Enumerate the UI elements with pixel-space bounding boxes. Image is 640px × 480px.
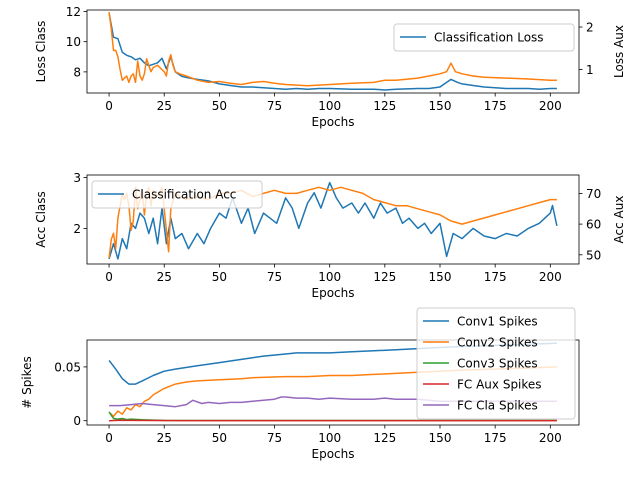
legend-label-conv2-spikes: Conv2 Spikes — [457, 336, 538, 350]
chart-panel-3: 0 25 50 75 100 125 150 175 200 Epochs 0 0.05 # Spike… — [20, 307, 580, 461]
y-tick-label: 12 — [66, 5, 81, 19]
y-right-axis-label: Loss Aux — [612, 25, 626, 78]
legend-box — [91, 180, 263, 209]
x-tick-label: 125 — [373, 431, 396, 445]
x-tick-label: 75 — [267, 431, 282, 445]
x-tick-label: 200 — [539, 270, 562, 284]
x-tick-label: 175 — [484, 99, 507, 113]
y-right-tick-label: 1 — [586, 63, 594, 77]
x-tick-label: 100 — [318, 99, 341, 113]
x-tick-label: 50 — [212, 99, 227, 113]
x-tick-label: 150 — [429, 270, 452, 284]
legend-label-classification-loss: Classification Loss — [434, 31, 544, 45]
x-tick-label: 75 — [267, 99, 282, 113]
x-axis-label: Epochs — [312, 115, 355, 129]
y-tick-label: 3 — [73, 171, 81, 185]
y-tick-label: 0 — [73, 414, 81, 428]
y-tick-label: 0.05 — [54, 360, 81, 374]
plot-frame — [86, 9, 580, 94]
x-tick-label: 25 — [157, 270, 172, 284]
x-tick-label: 175 — [484, 270, 507, 284]
chart-panel-2: 0 25 50 75 100 125 150 175 200 Epochs 2 3 Acc Class 5… — [34, 171, 626, 300]
legend-box — [416, 307, 576, 420]
x-axis-label: Epochs — [312, 447, 355, 461]
x-tick-label: 50 — [212, 431, 227, 445]
y-right-tick-label: 70 — [586, 187, 601, 201]
x-tick-label: 200 — [539, 99, 562, 113]
x-tick-label: 150 — [429, 99, 452, 113]
y-tick-label: 8 — [73, 65, 81, 79]
y-right-axis-label: Acc Aux — [612, 196, 626, 244]
legend-label-fc-cla-spikes: FC Cla Spikes — [457, 399, 538, 413]
plot-frame — [86, 339, 580, 426]
series-line-classification-acc — [108, 181, 558, 260]
plot-frame — [86, 174, 580, 265]
y-right-tick-label: 50 — [586, 248, 601, 262]
y-axis-label: Acc Class — [34, 191, 48, 248]
x-tick-label: 0 — [105, 270, 113, 284]
x-tick-label: 25 — [157, 99, 172, 113]
legend-label-classification-acc: Classification Acc — [132, 188, 236, 202]
x-tick-label: 100 — [318, 270, 341, 284]
x-tick-label: 50 — [212, 270, 227, 284]
y-tick-label: 10 — [66, 35, 81, 49]
series-line-fc-aux-spikes — [109, 419, 557, 422]
x-tick-label: 125 — [373, 99, 396, 113]
legend-label-conv1-spikes: Conv1 Spikes — [457, 315, 538, 329]
series-line-loss-aux — [108, 12, 557, 87]
x-tick-label: 150 — [429, 431, 452, 445]
x-tick-label: 100 — [318, 431, 341, 445]
x-tick-label: 0 — [105, 99, 113, 113]
x-tick-label: 125 — [373, 270, 396, 284]
x-axis-label: Epochs — [312, 286, 355, 300]
x-tick-label: 75 — [267, 270, 282, 284]
y-axis-label: Loss Class — [34, 21, 48, 83]
x-tick-label: 200 — [539, 431, 562, 445]
x-tick-label: 0 — [105, 431, 113, 445]
x-tick-label: 25 — [157, 431, 172, 445]
legend-label-fc-aux-spikes: FC Aux Spikes — [457, 378, 542, 392]
x-tick-label: 175 — [484, 431, 507, 445]
legend-label-conv3-spikes: Conv3 Spikes — [457, 357, 538, 371]
y-right-tick-label: 60 — [586, 218, 601, 232]
y-axis-label: # Spikes — [20, 356, 34, 409]
legend-box — [393, 23, 575, 52]
y-right-tick-label: 2 — [586, 21, 594, 35]
y-tick-label: 2 — [73, 222, 81, 236]
